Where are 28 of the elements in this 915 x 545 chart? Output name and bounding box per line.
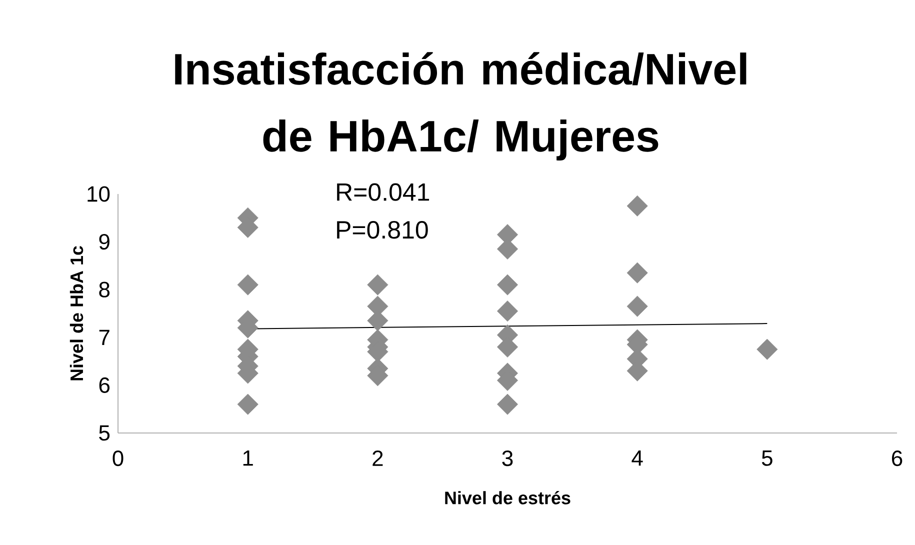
point: [496, 300, 518, 322]
y-tick-label: 10: [88, 186, 110, 202]
chart-title: Insatisfacción médica/Nivel de HbA1c/ Mujeres: [175, 52, 746, 161]
point: [237, 274, 258, 296]
y-tick-label: 6: [99, 377, 110, 393]
point: [367, 274, 388, 296]
y-axis-title: Nivel de HbA 1c: [70, 246, 84, 380]
y-tick-label: 8: [99, 282, 110, 298]
point: [626, 195, 648, 216]
point: [496, 274, 518, 296]
x-tick-label: 5: [762, 450, 772, 466]
y-tick-label: 9: [99, 234, 110, 250]
x-tick-label: 3: [502, 450, 513, 466]
x-tick-label: 0: [112, 450, 124, 466]
point: [756, 338, 778, 360]
point: [626, 262, 648, 284]
point: [496, 394, 518, 415]
y-tick-label: 7: [99, 330, 110, 345]
annotation: P=0.810: [337, 220, 428, 239]
point: [626, 296, 648, 317]
point: [237, 394, 258, 415]
x-axis-title: Nivel de estrés: [445, 490, 570, 504]
annotation: R=0.041: [337, 183, 430, 201]
y-tick-label: 5: [99, 425, 110, 441]
x-tick-label: 2: [372, 450, 383, 466]
x-tick-label: 4: [632, 450, 643, 466]
x-tick-label: 1: [243, 450, 253, 466]
x-tick-label: 6: [892, 450, 902, 466]
